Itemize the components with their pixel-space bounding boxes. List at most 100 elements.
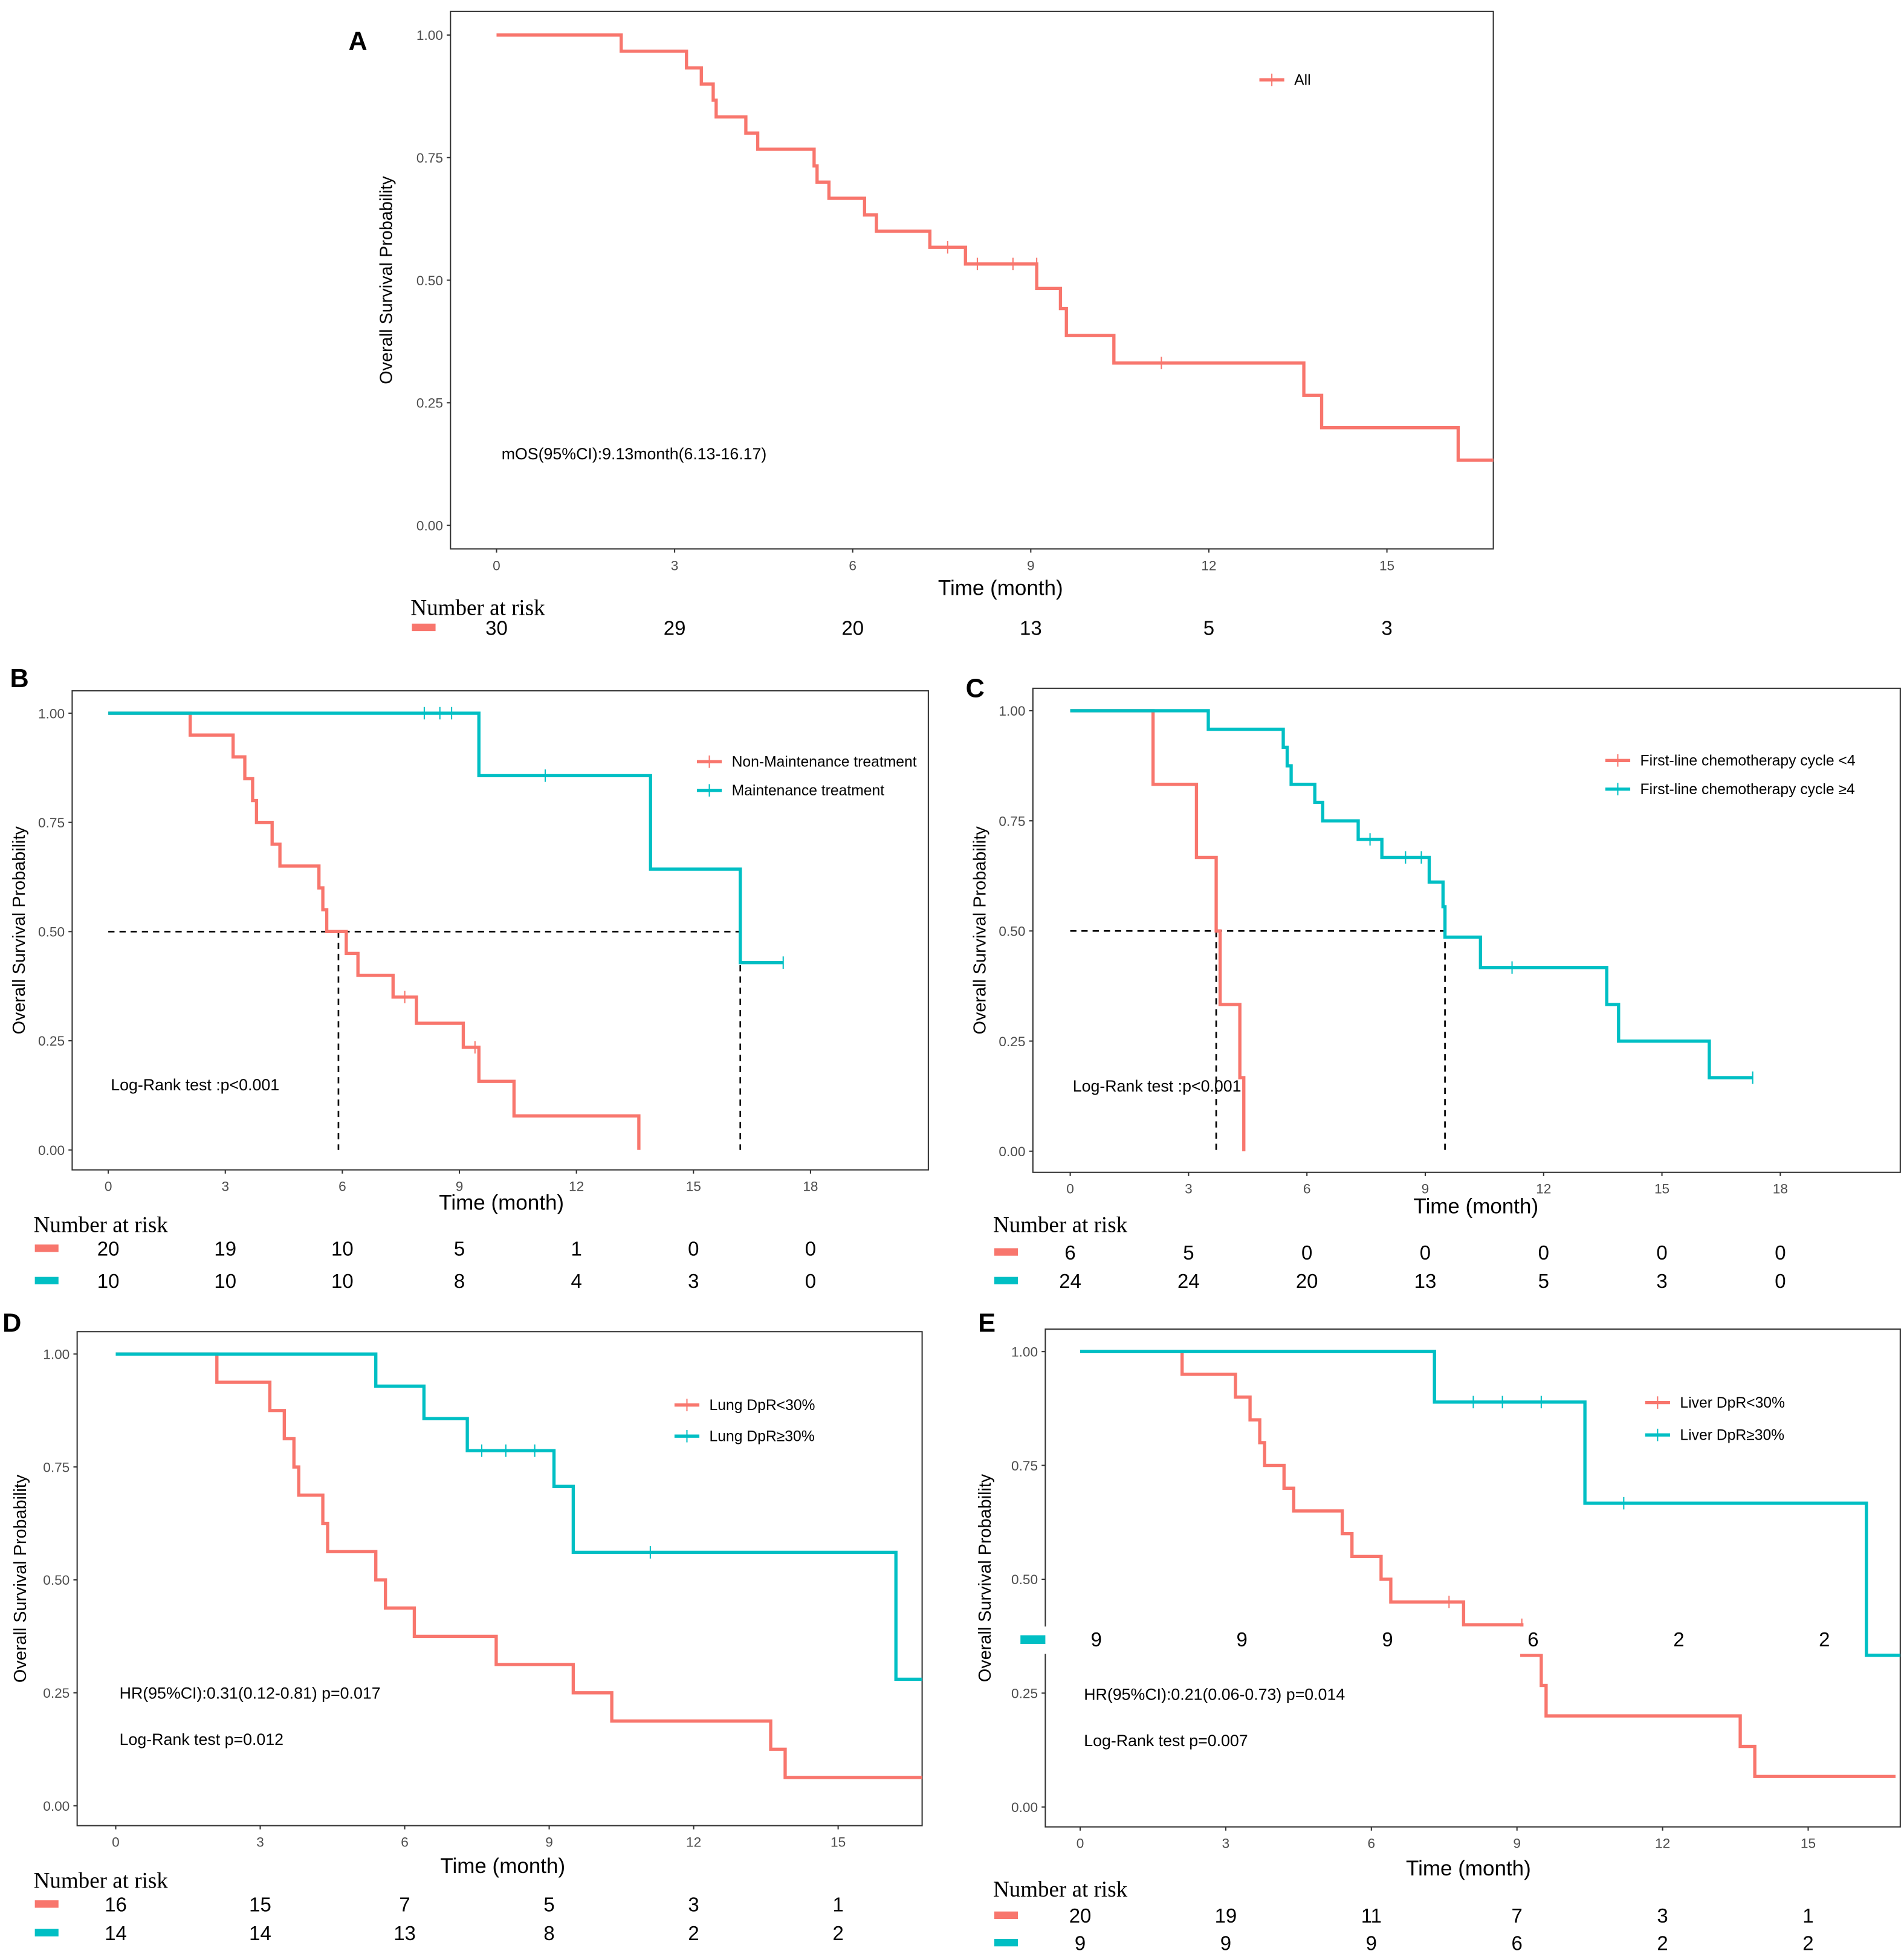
y-tick-label: 0.00 <box>1011 1800 1038 1815</box>
y-tick-label: 0.50 <box>416 273 443 288</box>
risk-count: 13 <box>393 1922 416 1944</box>
overlay-risk-count: 2 <box>1673 1628 1684 1651</box>
risk-count: 0 <box>1656 1241 1667 1264</box>
risk-count: 5 <box>1183 1241 1194 1264</box>
x-tick-label: 6 <box>338 1179 346 1194</box>
risk-table-title: Number at risk <box>993 1213 1128 1238</box>
panel-label: C <box>966 674 985 703</box>
plot-frame <box>76 1331 923 1826</box>
annotation: Log-Rank test :p<0.001 <box>111 1076 279 1094</box>
risk-count: 3 <box>1656 1270 1667 1292</box>
y-tick-label: 0.75 <box>999 814 1025 829</box>
y-tick-label: 0.50 <box>43 1573 70 1588</box>
risk-count: 10 <box>331 1270 354 1292</box>
y-tick-label: 0.00 <box>999 1144 1025 1159</box>
risk-row-swatch <box>412 623 436 632</box>
risk-count: 0 <box>1775 1270 1786 1292</box>
risk-row-swatch <box>994 1276 1018 1285</box>
x-tick-label: 15 <box>1379 558 1394 573</box>
risk-table-title: Number at risk <box>993 1877 1128 1902</box>
y-tick-label: 1.00 <box>416 28 443 43</box>
risk-count: 9 <box>1220 1932 1231 1954</box>
x-tick-label: 9 <box>545 1835 553 1850</box>
x-tick-label: 6 <box>1368 1836 1376 1851</box>
x-tick-label: 6 <box>849 558 856 573</box>
x-tick-label: 12 <box>686 1835 701 1850</box>
x-tick-label: 12 <box>1201 558 1216 573</box>
x-tick-label: 6 <box>1303 1182 1311 1197</box>
panel-label: D <box>2 1309 21 1338</box>
x-tick-label: 3 <box>671 558 679 573</box>
x-tick-label: 18 <box>1773 1182 1788 1197</box>
y-tick-label: 0.75 <box>416 150 443 166</box>
risk-count: 9 <box>1366 1932 1377 1954</box>
x-tick-label: 12 <box>569 1179 584 1194</box>
x-tick-label: 15 <box>1654 1182 1669 1197</box>
x-tick-label: 0 <box>112 1835 120 1850</box>
survival-curve-2 <box>108 711 783 965</box>
x-axis-title: Time (month) <box>1413 1195 1538 1218</box>
risk-count: 20 <box>1296 1270 1318 1292</box>
x-tick-label: 0 <box>1066 1182 1074 1197</box>
x-tick-label: 9 <box>456 1179 464 1194</box>
legend-entry: First-line chemotherapy cycle ≥4 <box>1640 781 1855 798</box>
annotation: HR(95%CI):0.21(0.06-0.73) p=0.014 <box>1084 1686 1345 1704</box>
legend-entry: Maintenance treatment <box>732 783 885 799</box>
x-tick-label: 12 <box>1536 1182 1551 1197</box>
y-tick-label: 0.75 <box>1011 1458 1038 1474</box>
risk-count: 5 <box>1538 1270 1549 1292</box>
risk-count: 0 <box>1775 1241 1786 1264</box>
risk-count: 3 <box>688 1270 699 1292</box>
overlay-risk-count: 9 <box>1237 1628 1248 1651</box>
risk-count: 19 <box>1215 1904 1237 1927</box>
plot-frame <box>450 10 1494 550</box>
survival-curve-1 <box>1080 1350 1896 1778</box>
legend-entry: Non-Maintenance treatment <box>732 754 917 771</box>
annotation: Log-Rank test p=0.012 <box>120 1730 283 1749</box>
risk-row-swatch <box>34 1929 59 1936</box>
risk-count: 0 <box>1301 1241 1312 1264</box>
risk-row-swatch <box>34 1900 59 1908</box>
y-axis-title: Overall Survival Probability <box>377 176 397 384</box>
legend-entry: Liver DpR≥30% <box>1680 1427 1784 1443</box>
y-tick-label: 0.00 <box>38 1143 65 1158</box>
x-tick-label: 3 <box>256 1835 264 1850</box>
risk-count: 20 <box>97 1238 120 1260</box>
risk-table-title: Number at risk <box>34 1213 169 1238</box>
curves <box>108 707 784 1150</box>
y-tick-label: 1.00 <box>1011 1344 1038 1359</box>
survival-curve-1 <box>1070 709 1246 1151</box>
survival-curve-2 <box>115 1352 922 1681</box>
risk-count: 8 <box>454 1270 465 1292</box>
y-tick-label: 0.25 <box>38 1034 65 1049</box>
y-axis-title: Overall Survival Probability <box>11 1474 30 1683</box>
x-tick-label: 0 <box>105 1179 112 1194</box>
annotation: HR(95%CI):0.31(0.12-0.81) p=0.017 <box>120 1684 381 1703</box>
survival-curve-1 <box>108 711 641 1150</box>
risk-count: 0 <box>688 1238 699 1260</box>
y-tick-label: 1.00 <box>38 706 65 721</box>
x-axis-title: Time (month) <box>440 1854 565 1878</box>
y-tick-label: 0.50 <box>1011 1572 1038 1587</box>
panel-C: C 0.00 0.25 0.50 0.75 1.00 0 3 6 9 12 15 18 Time (mon… <box>966 674 1901 1292</box>
overlay-risk-band <box>1020 1626 1851 1654</box>
x-tick-label: 0 <box>1077 1836 1084 1851</box>
risk-count: 20 <box>1069 1904 1092 1927</box>
x-tick-label: 6 <box>401 1835 409 1850</box>
risk-row-swatch <box>34 1276 59 1285</box>
risk-table-title: Number at risk <box>410 595 545 620</box>
x-tick-label: 0 <box>493 558 500 573</box>
risk-count: 1 <box>571 1238 581 1260</box>
x-axis-title: Time (month) <box>938 576 1063 600</box>
risk-row-swatch <box>994 1938 1018 1947</box>
risk-row-swatch <box>34 1244 59 1252</box>
risk-count: 30 <box>485 616 508 639</box>
y-tick-label: 0.25 <box>43 1686 70 1701</box>
curves <box>1080 1350 1896 1778</box>
risk-count: 0 <box>805 1270 816 1292</box>
risk-count: 15 <box>249 1894 271 1916</box>
risk-count: 14 <box>249 1922 271 1944</box>
